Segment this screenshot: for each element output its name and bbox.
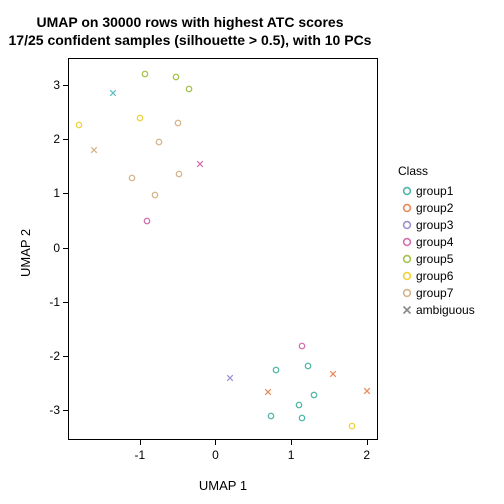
circle-marker-icon (398, 203, 416, 213)
y-tick (63, 193, 68, 194)
y-tick (63, 410, 68, 411)
y-tick-label: 0 (38, 241, 60, 255)
legend-item: group6 (398, 267, 475, 284)
circle-marker-icon (398, 237, 416, 247)
circle-marker-icon (398, 288, 416, 298)
y-tick (63, 139, 68, 140)
plot-area (68, 58, 378, 440)
legend-label: group4 (416, 235, 453, 249)
legend-label: group3 (416, 218, 453, 232)
y-tick-label: -3 (38, 403, 60, 417)
legend: Class group1 group2 group3 group4 group5 grou… (398, 164, 475, 318)
legend-label: group2 (416, 201, 453, 215)
x-tick (140, 440, 141, 445)
legend-label: group6 (416, 269, 453, 283)
x-tick (215, 440, 216, 445)
legend-label: group7 (416, 286, 453, 300)
legend-item: group4 (398, 233, 475, 250)
x-tick-label: -1 (134, 448, 145, 462)
legend-title: Class (398, 164, 475, 178)
circle-marker-icon (398, 254, 416, 264)
x-tick-label: 0 (212, 448, 219, 462)
legend-item: group3 (398, 216, 475, 233)
x-tick (291, 440, 292, 445)
legend-item: group5 (398, 250, 475, 267)
y-tick (63, 248, 68, 249)
x-tick-label: 1 (288, 448, 295, 462)
legend-item: group1 (398, 182, 475, 199)
x-axis-label: UMAP 1 (68, 478, 378, 493)
x-tick (367, 440, 368, 445)
y-tick (63, 356, 68, 357)
circle-marker-icon (398, 220, 416, 230)
y-tick-label: 2 (38, 132, 60, 146)
legend-item: ambiguous (398, 301, 475, 318)
circle-marker-icon (398, 186, 416, 196)
legend-label: group5 (416, 252, 453, 266)
y-tick-label: -1 (38, 295, 60, 309)
x-marker-icon (398, 305, 416, 315)
chart-title-line1: UMAP on 30000 rows with highest ATC scor… (0, 14, 380, 30)
legend-label: group1 (416, 184, 453, 198)
legend-item: group2 (398, 199, 475, 216)
scatter-figure: { "chart": { "type": "scatter", "title_l… (0, 0, 504, 504)
y-tick-label: -2 (38, 349, 60, 363)
y-axis-label: UMAP 2 (18, 229, 33, 277)
legend-item: group7 (398, 284, 475, 301)
x-tick-label: 2 (363, 448, 370, 462)
y-tick-label: 3 (38, 78, 60, 92)
y-tick-label: 1 (38, 186, 60, 200)
circle-marker-icon (398, 271, 416, 281)
chart-title-line2: 17/25 confident samples (silhouette > 0.… (0, 32, 380, 48)
y-tick (63, 85, 68, 86)
legend-label: ambiguous (416, 303, 475, 317)
y-tick (63, 302, 68, 303)
